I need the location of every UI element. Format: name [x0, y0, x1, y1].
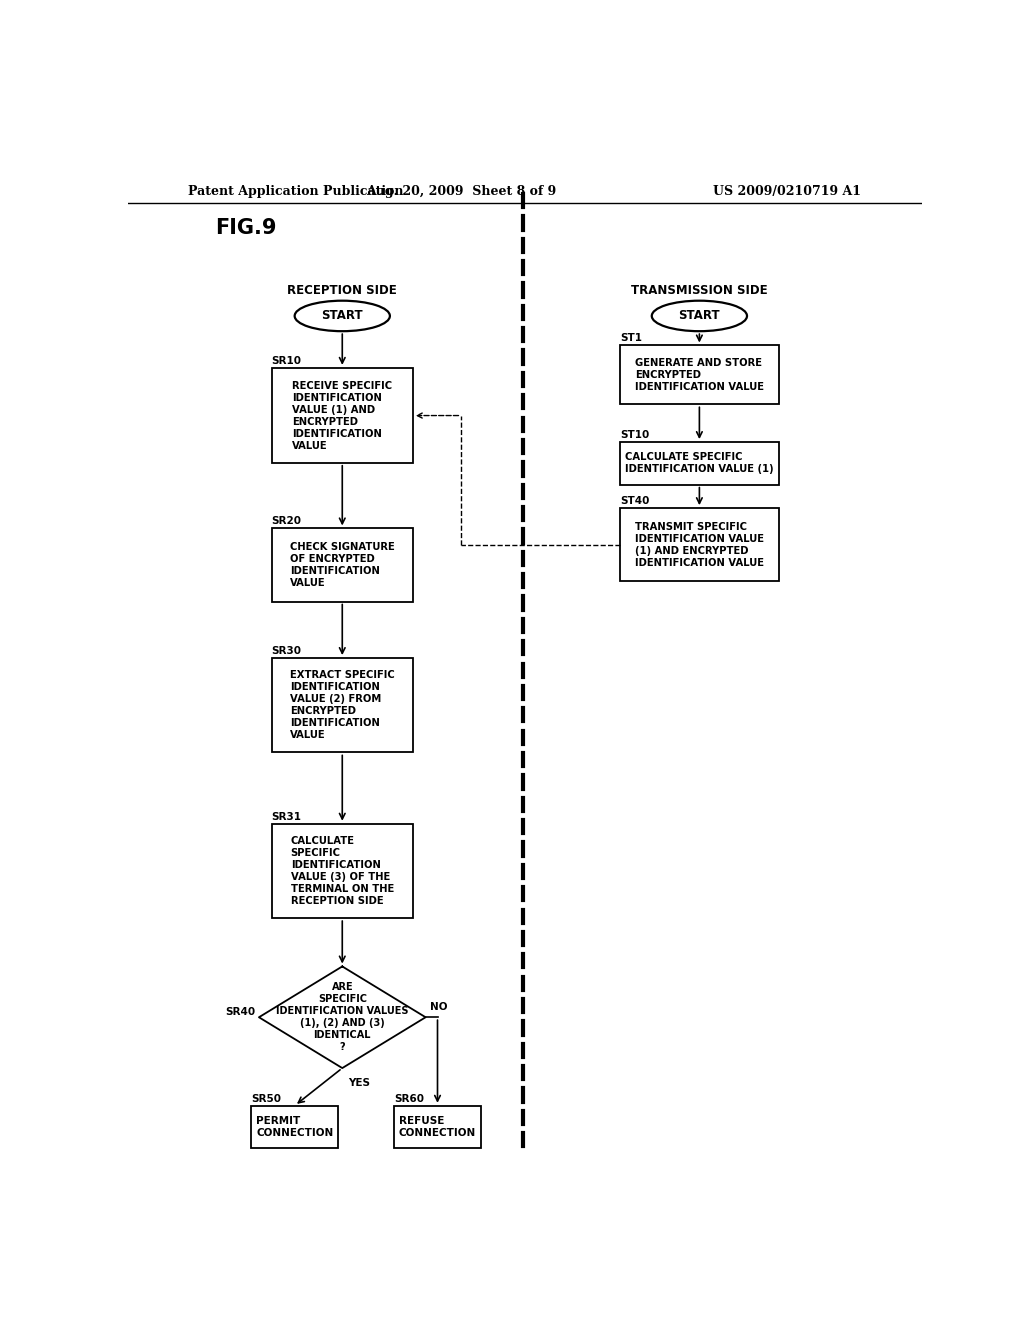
- Text: CHECK SIGNATURE
OF ENCRYPTED
IDENTIFICATION
VALUE: CHECK SIGNATURE OF ENCRYPTED IDENTIFICAT…: [290, 543, 394, 587]
- Text: ST10: ST10: [620, 430, 649, 440]
- Text: EXTRACT SPECIFIC
IDENTIFICATION
VALUE (2) FROM
ENCRYPTED
IDENTIFICATION
VALUE: EXTRACT SPECIFIC IDENTIFICATION VALUE (2…: [290, 671, 394, 741]
- Text: ST1: ST1: [620, 334, 642, 343]
- Text: Aug. 20, 2009  Sheet 8 of 9: Aug. 20, 2009 Sheet 8 of 9: [367, 185, 556, 198]
- Text: GENERATE AND STORE
ENCRYPTED
IDENTIFICATION VALUE: GENERATE AND STORE ENCRYPTED IDENTIFICAT…: [635, 358, 764, 392]
- Text: SR30: SR30: [271, 645, 302, 656]
- Text: ARE
SPECIFIC
IDENTIFICATION VALUES
(1), (2) AND (3)
IDENTICAL
?: ARE SPECIFIC IDENTIFICATION VALUES (1), …: [276, 982, 409, 1052]
- Text: YES: YES: [348, 1078, 371, 1088]
- Text: SR60: SR60: [394, 1094, 424, 1104]
- Text: REFUSE
CONNECTION: REFUSE CONNECTION: [399, 1115, 476, 1138]
- Text: SR50: SR50: [251, 1094, 281, 1104]
- Text: TRANSMISSION SIDE: TRANSMISSION SIDE: [631, 284, 768, 297]
- Text: TRANSMIT SPECIFIC
IDENTIFICATION VALUE
(1) AND ENCRYPTED
IDENTIFICATION VALUE: TRANSMIT SPECIFIC IDENTIFICATION VALUE (…: [635, 521, 764, 568]
- Text: SR40: SR40: [225, 1007, 255, 1018]
- Text: SR31: SR31: [271, 812, 302, 821]
- Text: SR10: SR10: [271, 356, 302, 366]
- Text: START: START: [679, 309, 720, 322]
- Text: ST40: ST40: [620, 496, 649, 506]
- Text: RECEIVE SPECIFIC
IDENTIFICATION
VALUE (1) AND
ENCRYPTED
IDENTIFICATION
VALUE: RECEIVE SPECIFIC IDENTIFICATION VALUE (1…: [292, 380, 392, 450]
- Text: RECEPTION SIDE: RECEPTION SIDE: [288, 284, 397, 297]
- Text: Patent Application Publication: Patent Application Publication: [187, 185, 403, 198]
- Text: FIG.9: FIG.9: [215, 218, 276, 238]
- Text: NO: NO: [430, 1002, 447, 1012]
- Text: PERMIT
CONNECTION: PERMIT CONNECTION: [256, 1115, 333, 1138]
- Text: CALCULATE
SPECIFIC
IDENTIFICATION
VALUE (3) OF THE
TERMINAL ON THE
RECEPTION SID: CALCULATE SPECIFIC IDENTIFICATION VALUE …: [291, 836, 394, 906]
- Text: CALCULATE SPECIFIC
IDENTIFICATION VALUE (1): CALCULATE SPECIFIC IDENTIFICATION VALUE …: [625, 453, 774, 474]
- Text: SR20: SR20: [271, 516, 302, 527]
- Text: START: START: [322, 309, 364, 322]
- Text: US 2009/0210719 A1: US 2009/0210719 A1: [713, 185, 861, 198]
